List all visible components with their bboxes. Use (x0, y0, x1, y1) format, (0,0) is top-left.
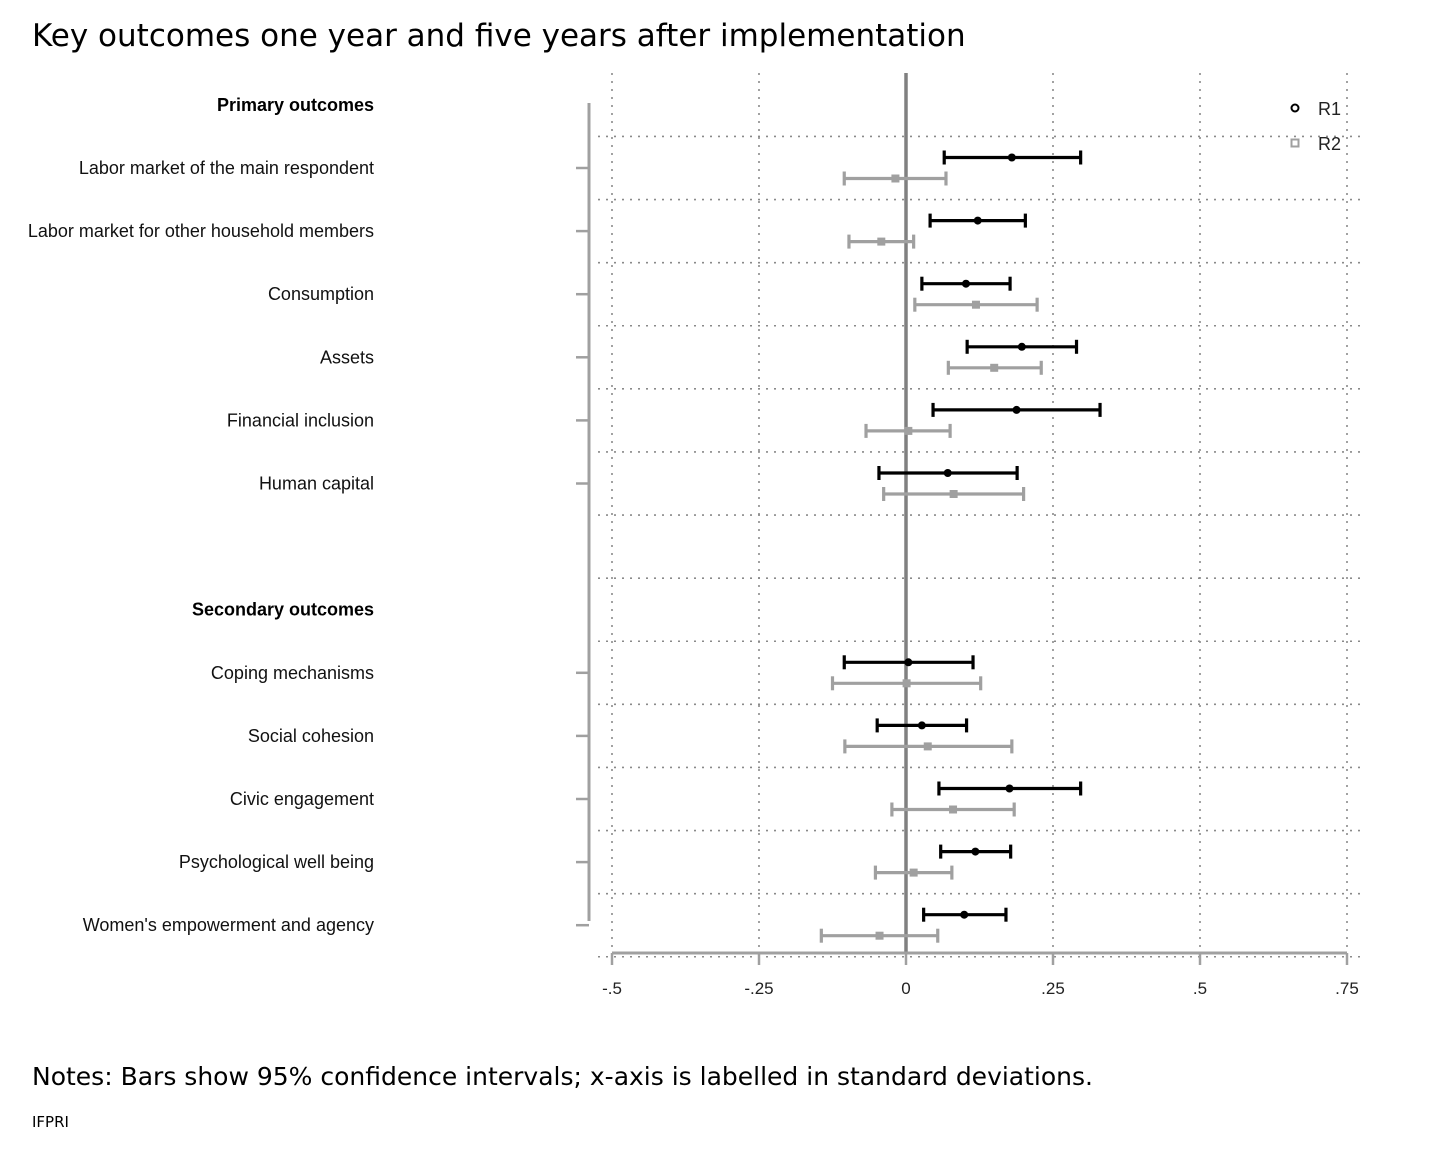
point-estimate (904, 426, 913, 435)
row-label: Labor market of the main respondent (79, 158, 374, 178)
ci-r2 (890, 802, 1016, 817)
ci-r1 (937, 781, 1083, 796)
row-label: Social cohesion (248, 726, 374, 746)
legend-label-r2: R2 (1318, 134, 1341, 154)
point-estimate (943, 469, 952, 477)
point-estimate (949, 490, 958, 498)
legend: R1 R2 (1290, 99, 1341, 154)
row-label: Labor market for other household members (28, 221, 374, 241)
x-tick-label: -.5 (602, 979, 622, 998)
row-label: Human capital (259, 474, 374, 494)
point-estimate (1005, 784, 1014, 793)
ci-r2 (830, 676, 983, 691)
grid (598, 73, 1362, 958)
ci-r2 (819, 928, 940, 943)
row-label: Assets (320, 347, 374, 367)
ci-r2 (913, 297, 1039, 312)
point-estimate (960, 910, 969, 919)
point-estimate (909, 868, 918, 877)
ci-r2 (946, 360, 1043, 375)
x-tick-label: .25 (1041, 979, 1065, 998)
point-estimate (875, 931, 884, 940)
point-estimate (1007, 153, 1016, 162)
ci-r2 (843, 739, 1014, 754)
x-tick-label: 0 (901, 979, 910, 998)
point-estimate (971, 847, 980, 856)
ci-r1 (931, 402, 1102, 417)
row-label: Consumption (268, 284, 374, 304)
ci-r1 (920, 276, 1012, 291)
confidence-intervals (819, 150, 1102, 943)
ci-r1 (877, 466, 1019, 480)
ci-r1 (965, 339, 1079, 354)
x-axis: -.5 -.25 0 .25 .5 .75 (602, 951, 1359, 998)
ci-r2 (882, 487, 1026, 501)
row-label: Coping mechanisms (211, 663, 374, 683)
row-labels: Primary outcomes Secondary outcomes Labor … (28, 95, 591, 935)
point-estimate (877, 237, 886, 246)
point-estimate (971, 300, 980, 309)
x-tick-label: .5 (1193, 979, 1207, 998)
point-estimate (949, 805, 958, 814)
group-heading: Primary outcomes (217, 95, 374, 115)
chart-title: Key outcomes one year and five years aft… (32, 18, 966, 54)
point-estimate (973, 216, 982, 225)
point-estimate (1017, 342, 1026, 351)
x-tick-label: -.25 (744, 979, 773, 998)
point-estimate (990, 363, 999, 372)
ci-r1 (928, 213, 1027, 228)
point-estimate (961, 279, 970, 288)
point-estimate (1012, 405, 1021, 414)
ci-r2 (842, 171, 948, 186)
legend-marker-r1 (1290, 103, 1300, 113)
group-heading: Secondary outcomes (192, 600, 374, 620)
ci-r2 (847, 234, 916, 249)
point-estimate (902, 679, 911, 688)
row-label: Financial inclusion (227, 410, 374, 430)
point-estimate (923, 742, 932, 751)
x-tick-label: .75 (1335, 979, 1359, 998)
source-label: IFPRI (32, 1113, 69, 1131)
ci-r1 (842, 655, 975, 670)
ci-r1 (939, 844, 1013, 859)
ci-r1 (922, 907, 1008, 922)
ci-r2 (873, 865, 954, 880)
ci-r1 (942, 150, 1083, 165)
row-label: Civic engagement (230, 789, 374, 809)
row-label: Psychological well being (179, 852, 374, 872)
point-estimate (917, 721, 926, 730)
point-estimate (891, 174, 900, 183)
ci-r2 (864, 423, 952, 438)
point-estimate (904, 658, 913, 667)
legend-label-r1: R1 (1318, 99, 1341, 119)
row-label: Women's empowerment and agency (83, 915, 374, 935)
legend-marker-r2 (1290, 138, 1300, 148)
chart-notes: Notes: Bars show 95% confidence interval… (32, 1062, 1093, 1091)
ci-r1 (875, 718, 969, 733)
